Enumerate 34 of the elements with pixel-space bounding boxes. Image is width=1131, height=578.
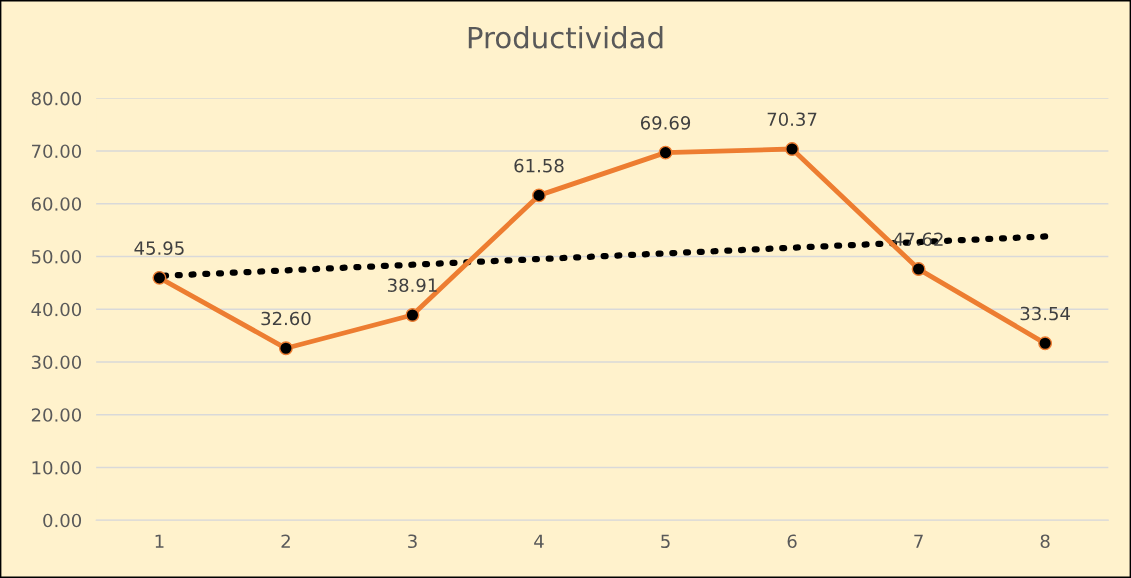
point [532,188,546,203]
point [658,145,673,160]
y-tick-label: 50.00 [31,249,82,264]
point [911,262,926,276]
x-tick-label: 8 [1040,534,1050,549]
chart-title: Productividad [468,26,663,49]
x-tick-label: 6 [787,534,797,549]
data-label: 32.60 [261,311,311,326]
y-tick-label: 0.00 [43,513,82,528]
x-tick-label: 7 [914,534,923,548]
point [278,341,293,356]
x-tick-label: 1 [155,534,164,548]
x-tick-label: 3 [408,534,417,549]
data-label: 38.91 [387,278,437,293]
x-tick-label: 5 [661,534,670,549]
data-label: 70.37 [767,112,817,127]
point [1038,336,1053,351]
y-tick-label: 80.00 [31,91,82,106]
data-label: 61.58 [514,158,564,173]
y-tick-label: 70.00 [32,144,82,159]
y-tick-label: 10.00 [32,460,82,475]
point [405,308,420,322]
point [785,142,799,156]
data-label: 69.69 [640,116,691,130]
point [152,270,167,285]
y-tick-label: 30.00 [31,355,82,370]
y-tick-label: 40.00 [31,302,82,317]
data-label: 45.95 [134,241,184,255]
y-tick-label: 20.00 [31,408,82,422]
y-tick-label: 60.00 [31,197,82,211]
x-tick-label: 2 [281,534,290,548]
data-label: 33.54 [1020,306,1070,321]
x-tick-label: 4 [534,534,544,548]
data-label: 47.62 [893,232,943,247]
